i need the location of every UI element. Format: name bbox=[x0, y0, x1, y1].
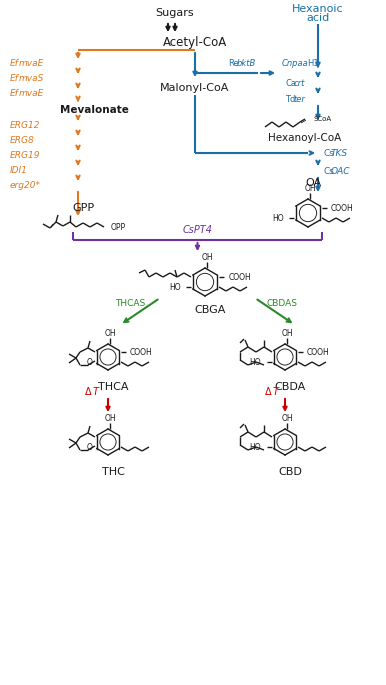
Text: GPP: GPP bbox=[72, 203, 94, 213]
Text: OH: OH bbox=[304, 184, 316, 192]
Text: T: T bbox=[93, 387, 99, 397]
Text: erg20*: erg20* bbox=[10, 181, 41, 190]
Text: T: T bbox=[273, 387, 279, 397]
Text: Δ: Δ bbox=[265, 387, 271, 397]
Text: Cs: Cs bbox=[323, 149, 334, 158]
Text: CsPT4: CsPT4 bbox=[183, 225, 213, 235]
Text: CBGA: CBGA bbox=[194, 305, 226, 315]
Text: THCA: THCA bbox=[98, 382, 128, 392]
Text: Hexanoic: Hexanoic bbox=[292, 4, 344, 14]
Text: O: O bbox=[87, 443, 93, 451]
Text: ter: ter bbox=[293, 95, 305, 103]
Text: ERG8: ERG8 bbox=[10, 136, 35, 145]
Text: IDI1: IDI1 bbox=[10, 166, 28, 175]
Text: Ef: Ef bbox=[10, 73, 19, 82]
Text: OAC: OAC bbox=[331, 166, 350, 175]
Text: OH: OH bbox=[201, 253, 213, 262]
Text: COOH: COOH bbox=[306, 347, 329, 356]
Text: SCoA: SCoA bbox=[314, 116, 332, 122]
Text: Ef: Ef bbox=[10, 88, 19, 97]
Text: ERG19: ERG19 bbox=[10, 151, 41, 160]
Text: COOH: COOH bbox=[130, 347, 152, 356]
Text: OH: OH bbox=[281, 414, 293, 423]
Text: bktB: bktB bbox=[237, 58, 256, 68]
Text: Cs: Cs bbox=[323, 166, 334, 175]
Text: HO: HO bbox=[272, 214, 284, 223]
Text: HO: HO bbox=[249, 358, 261, 366]
Text: COOH: COOH bbox=[229, 273, 251, 282]
Text: HO: HO bbox=[169, 282, 181, 292]
Text: crt: crt bbox=[294, 79, 305, 88]
Text: TKS: TKS bbox=[331, 149, 348, 158]
Text: COOH: COOH bbox=[331, 203, 353, 212]
Text: OH: OH bbox=[281, 329, 293, 338]
Text: ERG12: ERG12 bbox=[10, 121, 41, 129]
Text: OA: OA bbox=[305, 178, 321, 188]
Text: THC: THC bbox=[102, 467, 124, 477]
Text: Ef: Ef bbox=[10, 58, 19, 68]
Text: Re: Re bbox=[228, 58, 239, 68]
Text: Mevalonate: Mevalonate bbox=[60, 105, 129, 115]
Text: Δ: Δ bbox=[85, 387, 91, 397]
Text: OH: OH bbox=[104, 329, 116, 338]
Text: CBD: CBD bbox=[278, 467, 302, 477]
Text: Ca: Ca bbox=[285, 79, 296, 88]
Text: OH: OH bbox=[104, 414, 116, 423]
Text: HO: HO bbox=[249, 443, 261, 451]
Text: CBDAS: CBDAS bbox=[266, 299, 298, 308]
Text: Malonyl-CoA: Malonyl-CoA bbox=[160, 83, 230, 93]
Text: CBDA: CBDA bbox=[274, 382, 306, 392]
Text: mvaS: mvaS bbox=[19, 73, 44, 82]
Text: mvaE: mvaE bbox=[19, 88, 44, 97]
Text: acid: acid bbox=[306, 13, 330, 23]
Text: Hexanoyl-CoA: Hexanoyl-CoA bbox=[268, 133, 342, 143]
Text: H1: H1 bbox=[307, 58, 318, 68]
Text: mvaE: mvaE bbox=[19, 58, 44, 68]
Text: O: O bbox=[87, 358, 93, 366]
Text: Acetyl-CoA: Acetyl-CoA bbox=[163, 36, 227, 49]
Text: Cnpaa: Cnpaa bbox=[282, 58, 309, 68]
Text: THCAS: THCAS bbox=[115, 299, 145, 308]
Text: Sugars: Sugars bbox=[156, 8, 194, 18]
Text: Td: Td bbox=[285, 95, 295, 103]
Text: OPP: OPP bbox=[110, 223, 125, 232]
